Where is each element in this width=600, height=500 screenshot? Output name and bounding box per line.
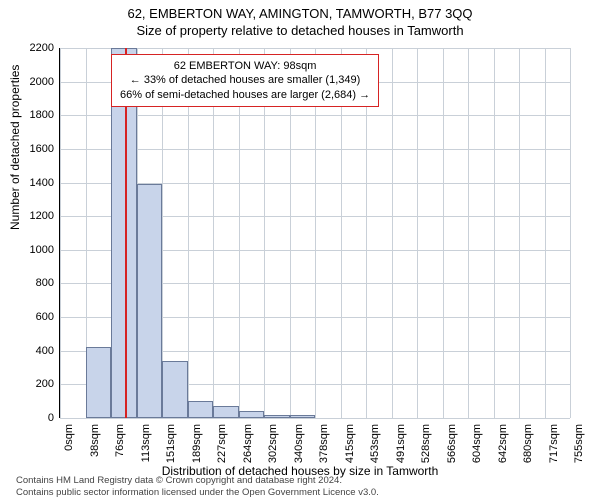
x-tick: 604sqm [471, 424, 483, 463]
x-tick: 189sqm [191, 424, 203, 463]
x-tick: 378sqm [318, 424, 330, 463]
y-tick: 2000 [30, 76, 54, 88]
x-tick: 302sqm [267, 424, 279, 463]
histogram-bar [188, 401, 214, 418]
legend-line: ← 33% of detached houses are smaller (1,… [120, 73, 370, 87]
x-tick: 340sqm [293, 424, 305, 463]
gridline-v [570, 48, 571, 418]
x-tick: 151sqm [165, 424, 177, 463]
y-tick-labels: 0200400600800100012001400160018002000220… [0, 48, 56, 418]
x-tick: 264sqm [242, 424, 254, 463]
histogram-bar [162, 361, 188, 418]
histogram-bar [213, 406, 239, 418]
x-tick: 566sqm [446, 424, 458, 463]
x-tick: 415sqm [344, 424, 356, 463]
plot-area: 62 EMBERTON WAY: 98sqm← 33% of detached … [60, 48, 570, 418]
x-tick: 491sqm [395, 424, 407, 463]
x-tick: 453sqm [369, 424, 381, 463]
gridline-v [545, 48, 546, 418]
gridline-v [443, 48, 444, 418]
y-tick: 400 [36, 345, 54, 357]
x-tick: 755sqm [573, 424, 585, 463]
y-tick: 1600 [30, 143, 54, 155]
x-tick: 227sqm [216, 424, 228, 463]
y-tick: 1400 [30, 177, 54, 189]
footer-attribution: Contains HM Land Registry data © Crown c… [16, 475, 379, 498]
gridline-v [60, 48, 61, 418]
y-tick: 0 [48, 412, 54, 424]
gridline-v [468, 48, 469, 418]
page-subtitle: Size of property relative to detached ho… [0, 21, 600, 38]
x-tick: 38sqm [89, 424, 101, 457]
x-tick: 642sqm [497, 424, 509, 463]
legend-line: 66% of semi-detached houses are larger (… [120, 88, 370, 102]
y-tick: 1800 [30, 109, 54, 121]
y-tick: 1200 [30, 210, 54, 222]
footer-line-2: Contains public sector information licen… [16, 487, 379, 498]
x-tick: 0sqm [63, 424, 75, 451]
x-tick: 113sqm [140, 424, 152, 462]
gridline-v [519, 48, 520, 418]
y-tick: 800 [36, 277, 54, 289]
gridline-v [392, 48, 393, 418]
gridline-v [494, 48, 495, 418]
footer-line-1: Contains HM Land Registry data © Crown c… [16, 475, 379, 486]
x-tick-labels: 0sqm 38sqm 76sqm 113sqm 151sqm 189sqm 227sqm 26… [60, 418, 570, 468]
x-tick: 717sqm [548, 424, 560, 463]
x-tick: 76sqm [114, 424, 126, 457]
y-tick: 200 [36, 378, 54, 390]
legend-line: 62 EMBERTON WAY: 98sqm [120, 59, 370, 73]
property-legend: 62 EMBERTON WAY: 98sqm← 33% of detached … [111, 54, 379, 107]
y-tick: 2200 [30, 42, 54, 54]
gridline-v [417, 48, 418, 418]
histogram-bar [86, 347, 112, 418]
y-tick: 600 [36, 311, 54, 323]
x-tick: 680sqm [522, 424, 534, 463]
y-tick: 1000 [30, 244, 54, 256]
page-title: 62, EMBERTON WAY, AMINGTON, TAMWORTH, B7… [0, 0, 600, 21]
histogram-bar [239, 411, 265, 418]
histogram-bar [137, 184, 163, 418]
x-tick: 528sqm [420, 424, 432, 463]
